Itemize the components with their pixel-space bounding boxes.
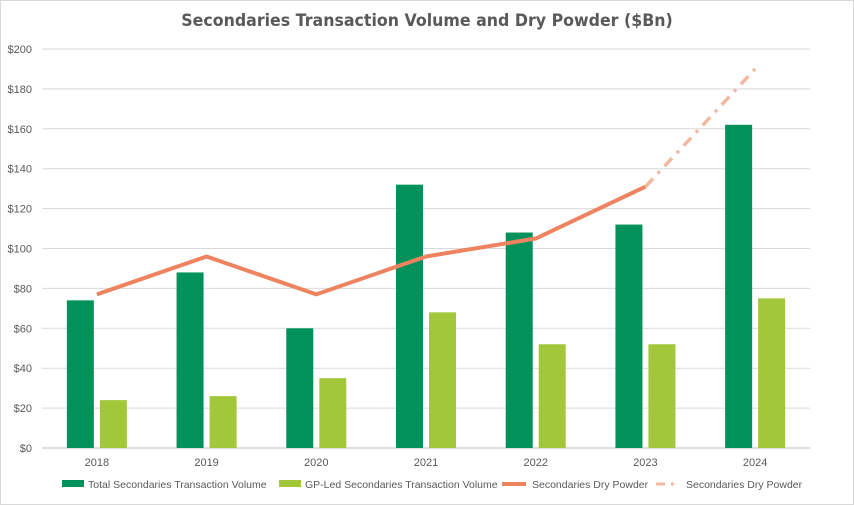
x-tick-label: 2023 xyxy=(633,457,657,469)
legend-label: GP-Led Secondaries Transaction Volume xyxy=(305,479,498,491)
chart-title: Secondaries Transaction Volume and Dry P… xyxy=(181,11,673,31)
bar-total-volume xyxy=(286,328,314,448)
legend: Total Secondaries Transaction Volume GP-L… xyxy=(62,479,803,491)
x-axis-ticks: 2018 2019 2020 2021 2022 2023 2024 xyxy=(85,457,768,469)
y-tick-label: $0 xyxy=(20,443,32,455)
bar-gp-led-volume xyxy=(758,298,786,448)
y-tick-label: $100 xyxy=(8,244,32,256)
bar-total-volume xyxy=(505,232,533,448)
legend-swatch xyxy=(279,480,301,487)
x-tick-label: 2018 xyxy=(85,457,109,469)
x-tick-label: 2022 xyxy=(523,457,547,469)
x-tick-label: 2024 xyxy=(743,457,767,469)
bar-gp-led-volume xyxy=(209,396,237,448)
y-tick-label: $120 xyxy=(8,204,32,216)
y-axis-ticks: $0 $20 $40 $60 $80 $100 $120 $140 $160 $180 $200 xyxy=(8,44,32,455)
y-tick-label: $200 xyxy=(8,44,32,56)
bar-total-volume xyxy=(66,300,94,448)
lines xyxy=(96,67,757,297)
y-tick-label: $40 xyxy=(14,363,32,375)
legend-label: Secondaries Dry Powder xyxy=(686,479,803,491)
bar-gp-led-volume xyxy=(319,378,347,448)
bar-total-volume xyxy=(725,124,753,448)
bar-total-volume xyxy=(396,184,423,448)
y-tick-label: $140 xyxy=(8,164,32,176)
y-tick-label: $180 xyxy=(8,84,32,96)
bars xyxy=(66,124,786,448)
legend-label: Secondaries Dry Powder xyxy=(532,479,649,491)
y-tick-label: $160 xyxy=(8,124,32,136)
bar-gp-led-volume xyxy=(648,344,676,448)
bar-total-volume xyxy=(615,224,643,448)
legend-swatch xyxy=(62,480,84,487)
x-tick-label: 2020 xyxy=(304,457,328,469)
dry-powder-line xyxy=(96,184,647,297)
legend-label: Total Secondaries Transaction Volume xyxy=(88,479,267,491)
y-tick-label: $80 xyxy=(14,283,32,295)
gridlines xyxy=(42,48,810,449)
bar-gp-led-volume xyxy=(99,400,127,448)
bar-gp-led-volume xyxy=(429,312,456,448)
x-tick-label: 2021 xyxy=(414,457,438,469)
y-tick-label: $60 xyxy=(14,323,32,335)
x-tick-label: 2019 xyxy=(194,457,218,469)
y-tick-label: $20 xyxy=(14,403,32,415)
bar-total-volume xyxy=(176,272,204,448)
bar-gp-led-volume xyxy=(538,344,566,448)
